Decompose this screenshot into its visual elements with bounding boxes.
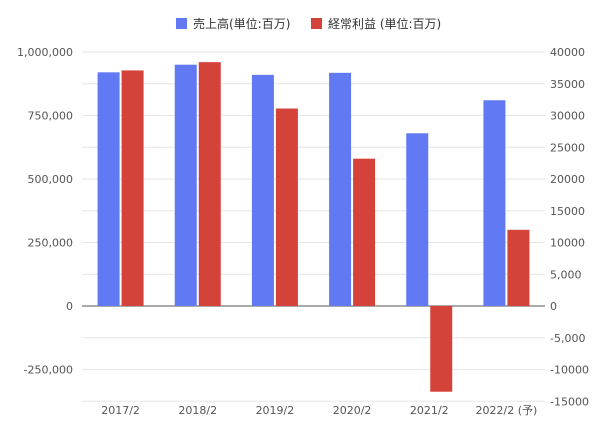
bar-sales-5 — [483, 100, 506, 306]
right-tick-label: 25000 — [550, 141, 585, 154]
bar-sales-0 — [97, 72, 120, 306]
bar-profit-2 — [275, 108, 298, 306]
x-tick-label: 2017/2 — [101, 404, 140, 417]
right-tick-label: 20000 — [550, 173, 585, 186]
legend-label-sales: 売上高(単位:百万) — [193, 16, 290, 31]
right-tick-label: 35000 — [550, 78, 585, 91]
left-axis: -250,000 0 250,000 500,000 750,000 1,000,000 — [17, 46, 73, 377]
legend-swatch-sales — [176, 18, 187, 29]
x-tick-label: 2021/2 — [410, 404, 449, 417]
bars — [97, 62, 530, 392]
left-tick-label: 0 — [66, 300, 73, 313]
right-tick-label: -15000 — [550, 395, 589, 408]
left-tick-label: 1,000,000 — [17, 46, 73, 59]
bar-sales-3 — [329, 72, 352, 306]
x-axis: 2017/2 2018/2 2019/2 2020/2 2021/2 2022/2 (予) — [101, 404, 537, 417]
left-tick-label: -250,000 — [24, 364, 73, 377]
bar-profit-3 — [353, 158, 376, 306]
legend-swatch-profit — [311, 18, 322, 29]
x-tick-label: 2019/2 — [256, 404, 295, 417]
right-tick-label: 10000 — [550, 237, 585, 250]
x-tick-label: 2022/2 (予) — [476, 404, 538, 417]
bar-profit-1 — [198, 62, 221, 306]
right-tick-label: 15000 — [550, 205, 585, 218]
bar-profit-5 — [507, 229, 530, 306]
bar-profit-4 — [430, 306, 453, 392]
right-tick-label: -5,000 — [550, 332, 585, 345]
legend-label-profit: 経常利益 (単位:百万) — [328, 16, 441, 31]
left-tick-label: 750,000 — [28, 110, 74, 123]
bar-sales-4 — [406, 133, 429, 306]
right-tick-label: 5,000 — [550, 268, 582, 281]
x-tick-label: 2018/2 — [178, 404, 217, 417]
legend: 売上高(単位:百万) 経常利益 (単位:百万) — [176, 16, 441, 31]
left-tick-label: 500,000 — [28, 173, 74, 186]
x-tick-label: 2020/2 — [333, 404, 372, 417]
bar-sales-1 — [174, 64, 197, 306]
right-tick-label: 0 — [550, 300, 557, 313]
gridlines — [82, 51, 545, 402]
bar-sales-2 — [251, 74, 274, 306]
bar-profit-0 — [121, 70, 144, 306]
right-tick-label: 30000 — [550, 110, 585, 123]
right-axis: -15000 -10000 -5,000 0 5,000 10000 15000 20000 2… — [550, 46, 589, 408]
right-tick-label: -10000 — [550, 364, 589, 377]
right-tick-label: 40000 — [550, 46, 585, 59]
left-tick-label: 250,000 — [28, 237, 74, 250]
